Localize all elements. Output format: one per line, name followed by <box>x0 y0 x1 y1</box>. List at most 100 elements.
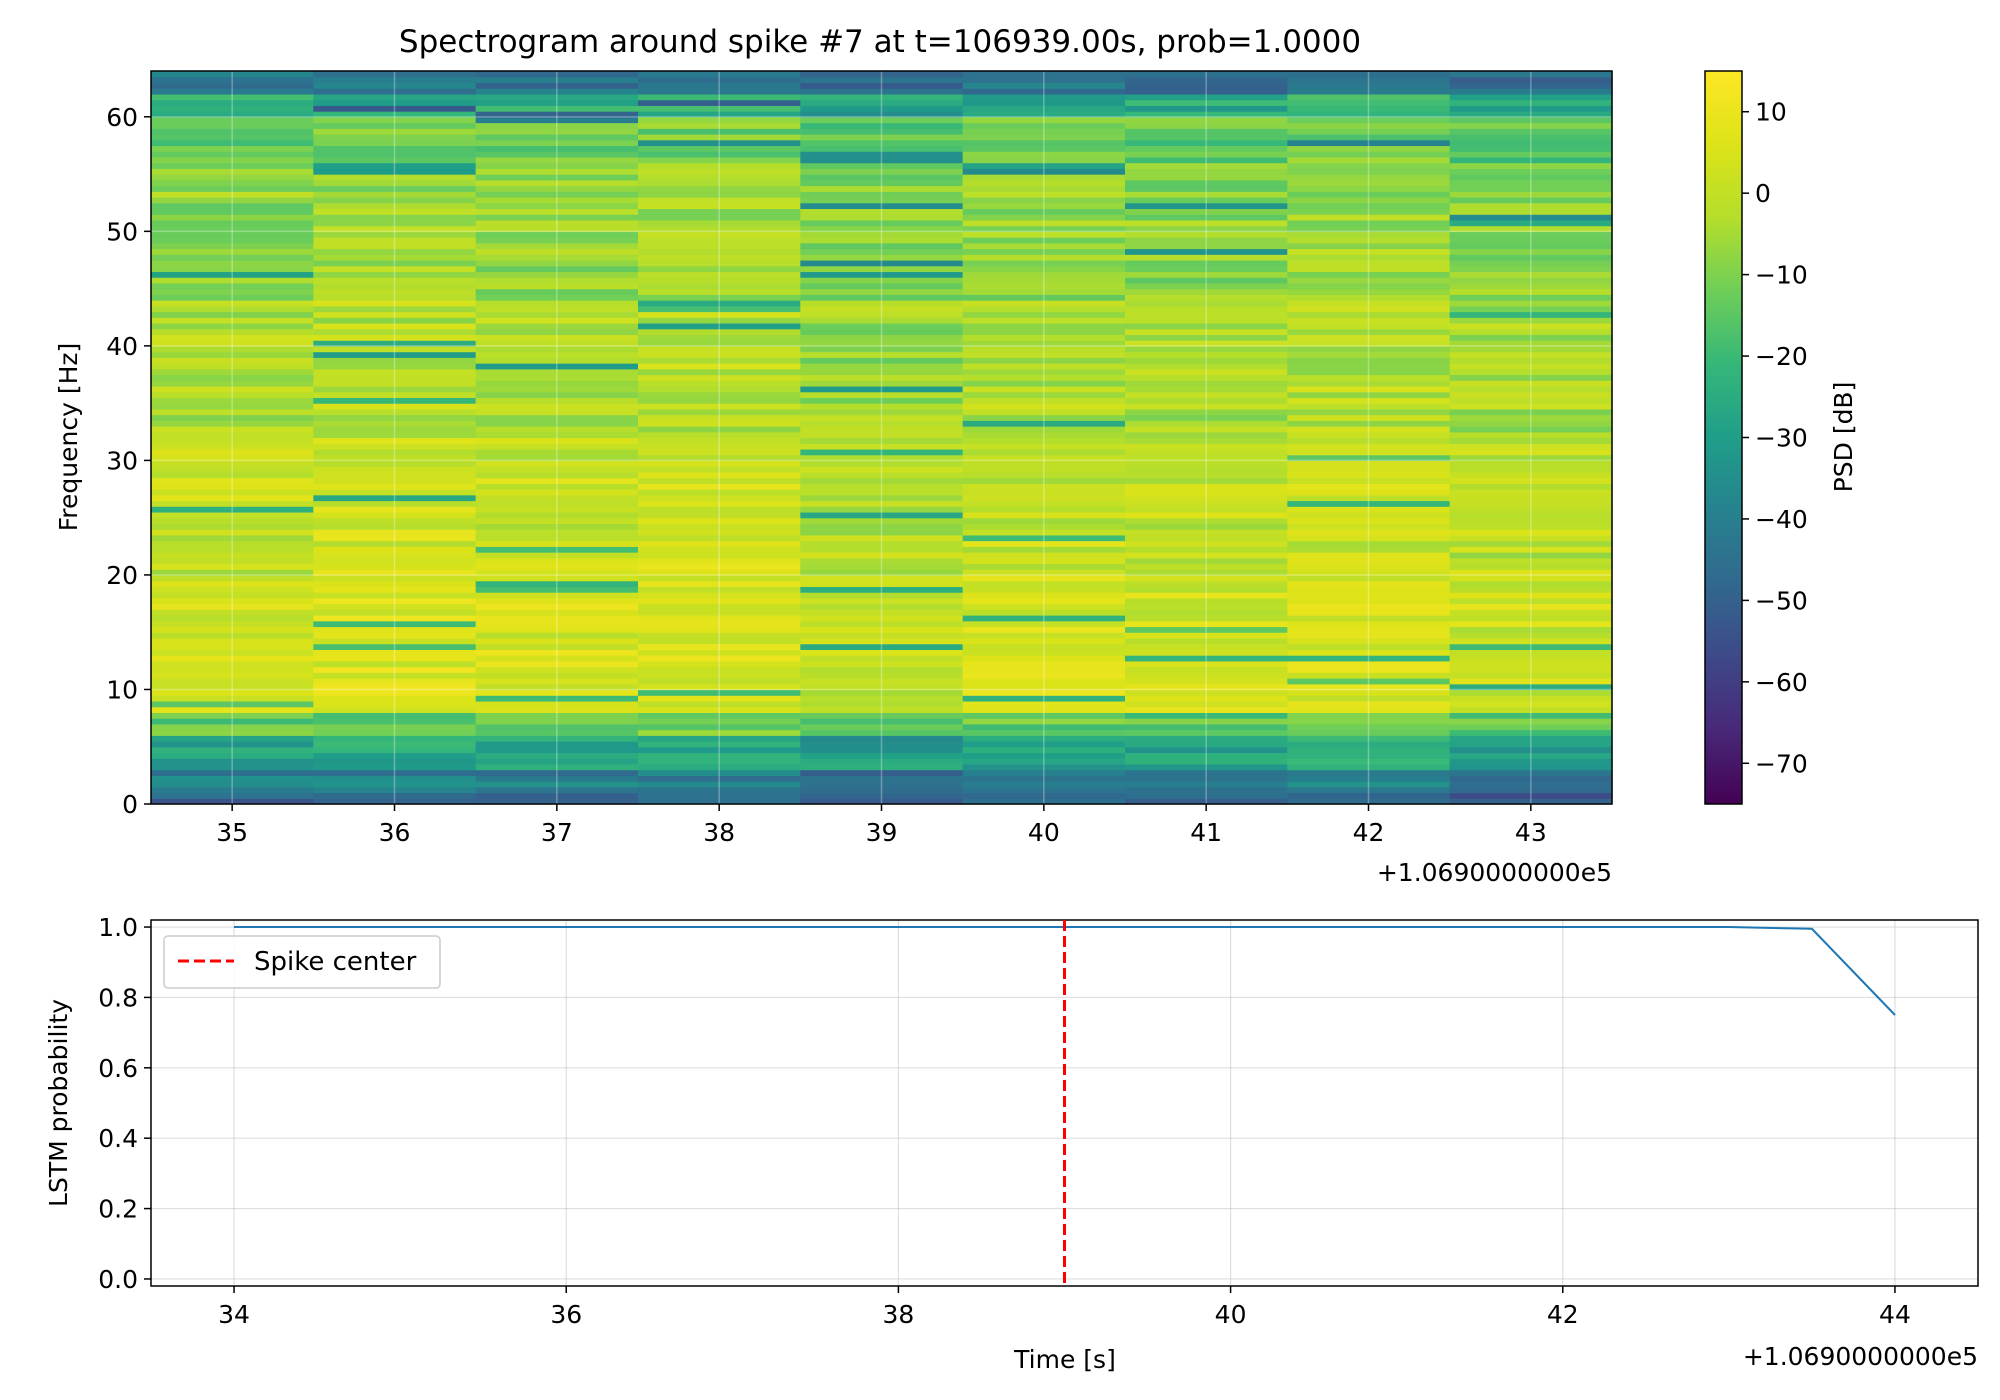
spectrogram-cell <box>313 637 477 645</box>
spectrogram-cell <box>1287 798 1451 805</box>
spectrogram-cell <box>313 174 477 181</box>
spectrogram-cell <box>1125 695 1288 702</box>
spectrogram-cell <box>475 128 639 135</box>
spectrogram-cell <box>1287 219 1451 227</box>
spectrogram-cell <box>151 385 314 393</box>
spectrogram-cell <box>313 357 477 364</box>
spectrogram-cell <box>313 769 477 776</box>
probability-x-offset: +1.0690000000e5 <box>1743 1342 1978 1371</box>
spectrogram-cell <box>962 763 1126 771</box>
spectrogram-cell <box>151 431 314 439</box>
spectrogram-cell <box>962 225 1126 232</box>
spectrogram-cell <box>475 265 639 273</box>
spectrogram-cell <box>1287 300 1451 307</box>
spectrogram-cell <box>962 133 1126 141</box>
spectrogram-cell <box>638 466 801 473</box>
spectrogram-cell <box>151 225 314 232</box>
spectrogram-cell <box>800 374 964 381</box>
spectrogram-cell <box>638 695 801 702</box>
spectrogram-cell <box>151 540 314 547</box>
spectrogram-cell <box>1287 471 1451 479</box>
spectrogram-cell <box>1449 752 1613 759</box>
spectrogram-cell <box>1125 649 1288 656</box>
spectrogram-cell <box>1125 758 1288 765</box>
spectrogram-cell <box>1449 683 1613 691</box>
spectrogram-cell <box>475 643 639 650</box>
spectrogram-cell <box>313 706 477 713</box>
spectrogram-cell <box>1125 592 1288 599</box>
colorbar-tick-label: −40 <box>1755 505 1808 534</box>
spectrogram-cell <box>800 191 964 198</box>
spectrogram-cell <box>1287 655 1451 662</box>
spectrogram-cell <box>1449 340 1613 347</box>
colorbar-tick-label: −20 <box>1755 342 1808 371</box>
spectrogram-cell <box>151 93 314 101</box>
spectrogram-cell <box>800 540 964 547</box>
spectrogram-cell <box>475 506 639 513</box>
spectrogram-cell <box>313 580 477 587</box>
spectrogram-cell <box>313 196 477 204</box>
spectrogram-cell <box>151 196 314 204</box>
spectrogram-cell <box>313 660 477 668</box>
spectrogram-cell <box>638 597 801 605</box>
probability-y-tick-label: 0.2 <box>98 1195 138 1224</box>
spectrogram-cell <box>1287 99 1451 106</box>
spectrogram-cell <box>1287 741 1451 748</box>
spectrogram-cell <box>151 477 314 484</box>
spectrogram-cell <box>475 477 639 484</box>
spectrogram-cell <box>1125 76 1288 84</box>
spectrogram-cell <box>962 569 1126 576</box>
spectrogram-cell <box>475 214 639 221</box>
spectrogram-cell <box>1449 328 1613 336</box>
spectrogram-cell <box>1125 242 1288 250</box>
spectrogram-cell <box>313 368 477 376</box>
spectrogram-cell <box>1287 700 1451 708</box>
spectrogram-cell <box>151 700 314 708</box>
spectrogram-cell <box>475 763 639 771</box>
spectrogram-cell <box>1125 254 1288 261</box>
spectrogram-cell <box>313 426 477 433</box>
spectrogram-cell <box>638 712 801 719</box>
spectrogram-cell <box>638 426 801 433</box>
spectrogram-cell <box>1125 265 1288 273</box>
spectrogram-cell <box>1449 271 1613 278</box>
spectrogram-cell <box>1125 162 1288 169</box>
spectrogram-cell <box>638 254 801 261</box>
spectrogram-cell <box>1287 71 1451 78</box>
spectrogram-cell <box>1287 214 1451 221</box>
spectrogram-cell <box>313 431 477 439</box>
probability-y-label: LSTM probability <box>44 999 73 1207</box>
spectrogram-cells <box>151 71 1613 805</box>
spectrogram-cell <box>151 380 314 387</box>
spectrogram-cell <box>475 345 639 353</box>
spectrogram-cell <box>1449 700 1613 708</box>
spectrogram-cell <box>638 248 801 255</box>
spectrogram-cell <box>151 265 314 273</box>
spectrogram-cell <box>1125 580 1288 587</box>
spectrogram-cell <box>638 219 801 227</box>
spectrogram-cell <box>1287 408 1451 416</box>
spectrogram-cell <box>800 592 964 599</box>
spectrogram-cell <box>800 300 964 307</box>
spectrogram-cell <box>475 620 639 628</box>
spectrogram-cell <box>1287 683 1451 691</box>
spectrogram-cell <box>151 408 314 416</box>
spectrogram-cell <box>962 678 1126 685</box>
spectrogram-cell <box>151 208 314 215</box>
spectrogram-cell <box>962 534 1126 542</box>
spectrogram-cell <box>1125 322 1288 330</box>
spectrogram-cell <box>800 494 964 502</box>
spectrogram-cell <box>962 489 1126 496</box>
spectrogram-cell <box>1125 786 1288 794</box>
spectrogram-cell <box>1287 752 1451 759</box>
spectrogram-cell <box>313 746 477 754</box>
spectrogram-cell <box>313 208 477 215</box>
spectrogram-cell <box>962 758 1126 765</box>
spectrogram-cell <box>638 666 801 673</box>
spectrogram-cell <box>1449 111 1613 118</box>
spectrogram-cell <box>962 88 1126 95</box>
spectrogram-cell <box>313 672 477 679</box>
spectrogram-cell <box>800 254 964 261</box>
spectrogram-cell <box>638 689 801 696</box>
spectrogram-cell <box>1287 271 1451 278</box>
